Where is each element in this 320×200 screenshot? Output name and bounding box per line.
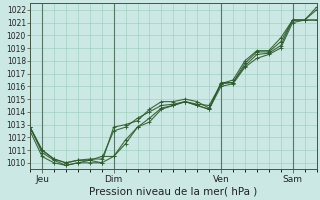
X-axis label: Pression niveau de la mer( hPa ): Pression niveau de la mer( hPa ) <box>89 187 257 197</box>
